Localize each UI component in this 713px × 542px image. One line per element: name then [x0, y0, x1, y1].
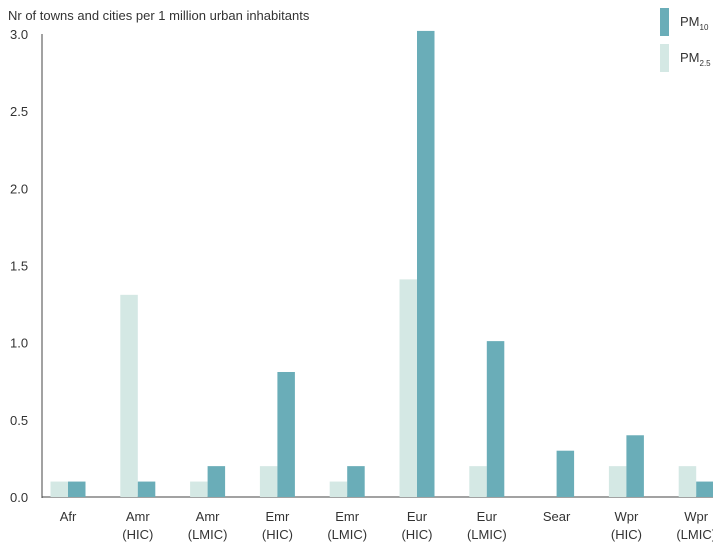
legend-swatch-10 [660, 8, 669, 36]
x-tick-label-sub: (LMIC) [467, 527, 507, 542]
x-tick-label: Sear [543, 509, 571, 524]
x-tick-label: Emr [265, 509, 290, 524]
bar-10-2 [207, 466, 226, 497]
bar-10-1 [137, 481, 156, 497]
y-tick-label: 1.0 [10, 336, 28, 351]
bar-2.5-6 [469, 466, 487, 497]
bar-10-9 [696, 481, 713, 497]
bar-2.5-8 [608, 466, 627, 497]
x-tick-label: Amr [126, 509, 151, 524]
x-tick-label-sub: (HIC) [401, 527, 432, 542]
y-axis-ticks: 0.0 0.5 1.0 1.5 2.0 2.5 3.0 [10, 27, 28, 505]
x-tick-label: Eur [477, 509, 498, 524]
bar-10-6 [486, 341, 505, 497]
x-tick-label: Wpr [614, 509, 639, 524]
x-tick-label-sub: (LMIC) [188, 527, 228, 542]
bar-2.5-9 [678, 466, 697, 497]
bar-2.5-4 [329, 481, 348, 497]
y-axis-label: Nr of towns and cities per 1 million urb… [8, 8, 310, 23]
y-tick-label: 2.0 [10, 181, 28, 196]
bar-2.5-0 [50, 481, 68, 497]
bar-10-7 [556, 450, 575, 497]
legend-swatch-2.5 [660, 44, 669, 72]
x-tick-label-sub: (LMIC) [676, 527, 713, 542]
x-axis-tick-labels: Afr Amr (HIC) Amr (LMIC) Emr (HIC) Emr (LMIC) Eur… [60, 509, 713, 542]
y-tick-label: 0.0 [10, 490, 28, 505]
legend: PM10 PM2.5 [660, 8, 711, 72]
bar-10-4 [347, 466, 365, 497]
x-tick-label-sub: (HIC) [262, 527, 293, 542]
legend-label-2.5: PM2.5 [680, 50, 711, 68]
x-tick-label-sub: (HIC) [122, 527, 153, 542]
bar-10-0 [68, 481, 86, 497]
y-tick-label: 0.5 [10, 413, 28, 428]
x-tick-label-sub: (LMIC) [327, 527, 367, 542]
bar-2.5-1 [120, 294, 138, 497]
bar-2.5-2 [190, 481, 208, 497]
bar-10-8 [626, 435, 644, 497]
x-tick-label: Amr [196, 509, 221, 524]
legend-label-10: PM10 [680, 14, 709, 32]
x-tick-label-sub: (HIC) [611, 527, 642, 542]
y-tick-label: 3.0 [10, 27, 28, 42]
bar-10-3 [277, 371, 295, 497]
y-tick-label: 1.5 [10, 259, 28, 274]
x-tick-label: Afr [60, 509, 77, 524]
bar-10-5 [417, 30, 435, 498]
x-tick-label: Emr [335, 509, 360, 524]
x-tick-label: Eur [407, 509, 428, 524]
x-tick-label: Wpr [684, 509, 709, 524]
bars-group [50, 30, 713, 498]
y-tick-label: 2.5 [10, 104, 28, 119]
bar-2.5-5 [399, 279, 417, 497]
bar-2.5-3 [259, 466, 278, 497]
